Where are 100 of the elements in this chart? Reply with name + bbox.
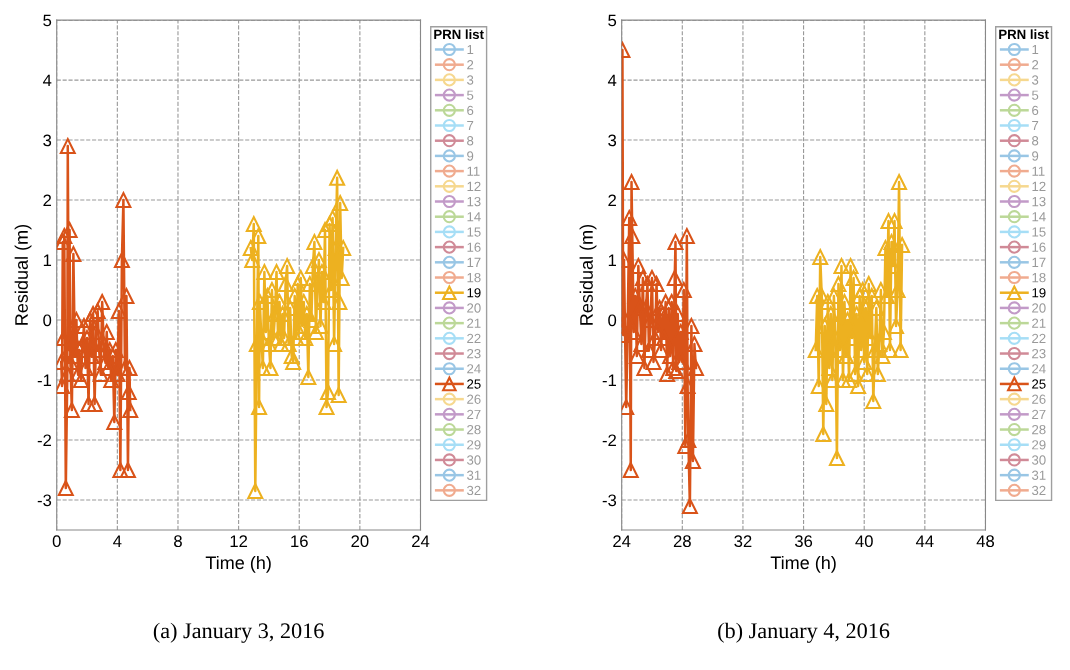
text: (b) January 4, 2016 bbox=[718, 622, 890, 643]
legend-label: 17 bbox=[467, 257, 481, 267]
legend-label: 6 bbox=[1032, 105, 1039, 116]
y-tick-label: 0 bbox=[608, 314, 617, 327]
x-tick-label: 8 bbox=[174, 535, 182, 548]
legend-label: 32 bbox=[1031, 485, 1046, 496]
x-axis-title: Time (h) bbox=[770, 555, 836, 573]
legend-label: 24 bbox=[1032, 364, 1046, 374]
y-tick-label: 4 bbox=[607, 74, 617, 87]
legend-label: 15 bbox=[467, 227, 481, 237]
x-tick-label: 36 bbox=[794, 535, 813, 548]
legend-label: 29 bbox=[1032, 440, 1046, 450]
x-tick-label: 40 bbox=[855, 535, 873, 548]
legend-label: 3 bbox=[1031, 75, 1039, 85]
legend-label: 19 bbox=[1032, 288, 1046, 298]
x-tick-label: 48 bbox=[976, 535, 995, 548]
legend-label: 13 bbox=[467, 196, 481, 207]
y-tick-label: 5 bbox=[608, 14, 617, 27]
legend-label: 31 bbox=[467, 470, 481, 480]
text: (a) January 3, 2016 bbox=[153, 622, 324, 643]
legend-label: 15 bbox=[1032, 227, 1046, 237]
legend-label: 31 bbox=[1031, 470, 1046, 480]
legend-label: 2 bbox=[467, 60, 474, 70]
y-tick-label: 2 bbox=[43, 194, 52, 207]
y-tick-label: 1 bbox=[608, 254, 616, 267]
legend-label: 29 bbox=[467, 440, 481, 450]
legend-label: 19 bbox=[467, 288, 481, 298]
legend-label: 26 bbox=[467, 394, 481, 404]
legend-label: 11 bbox=[467, 166, 480, 176]
y-tick-label: 3 bbox=[43, 134, 52, 147]
legend-label: 25 bbox=[467, 379, 481, 389]
legend-label: 20 bbox=[467, 303, 481, 313]
y-tick-label: -2 bbox=[37, 434, 52, 447]
x-tick-label: 20 bbox=[351, 535, 369, 548]
legend-label: 26 bbox=[1032, 394, 1046, 404]
legend-label: 6 bbox=[467, 105, 474, 116]
legend-title: PRN list bbox=[434, 29, 484, 40]
legend-label: 12 bbox=[1032, 181, 1046, 191]
x-tick-label: 32 bbox=[734, 535, 752, 548]
legend-label: 16 bbox=[1032, 242, 1046, 252]
y-tick-label: 4 bbox=[42, 74, 52, 87]
legend-label: 14 bbox=[467, 212, 481, 222]
y-tick-label: 3 bbox=[608, 134, 617, 147]
legend-label: 1 bbox=[467, 45, 474, 55]
legend-label: 11 bbox=[1032, 166, 1045, 176]
legend-label: 18 bbox=[467, 272, 481, 283]
legend-label: 28 bbox=[1032, 424, 1046, 435]
x-tick-label: 16 bbox=[291, 535, 308, 548]
y-tick-label: 1 bbox=[43, 254, 52, 267]
legend-label: 8 bbox=[467, 136, 474, 146]
legend-label: 21 bbox=[1032, 318, 1046, 328]
legend-label: 28 bbox=[467, 424, 481, 435]
y-tick-label: -1 bbox=[37, 374, 52, 387]
legend-label: 20 bbox=[1032, 303, 1046, 313]
x-axis-title: Time (h) bbox=[205, 555, 271, 573]
legend-label: 22 bbox=[1032, 333, 1046, 343]
legend-label: 2 bbox=[1032, 60, 1039, 70]
y-axis-title: Residual (m) bbox=[579, 224, 597, 325]
legend-label: 16 bbox=[467, 242, 481, 252]
y-axis-title: Residual (m) bbox=[14, 224, 32, 325]
x-tick-label: 44 bbox=[915, 535, 934, 547]
x-tick-label: 0 bbox=[52, 535, 61, 548]
legend-label: 9 bbox=[467, 151, 474, 161]
legend-label: 23 bbox=[467, 348, 481, 359]
legend-label: 27 bbox=[1032, 409, 1046, 419]
x-tick-label: 28 bbox=[673, 535, 691, 548]
legend-label: 18 bbox=[1032, 272, 1046, 283]
y-tick-label: 2 bbox=[608, 194, 616, 207]
y-tick-label: -3 bbox=[602, 494, 617, 507]
legend-label: 23 bbox=[1032, 348, 1046, 359]
legend-label: 13 bbox=[1032, 196, 1046, 207]
x-tick-label: 4 bbox=[113, 535, 122, 547]
legend-label: 5 bbox=[1032, 90, 1039, 100]
legend-label: 24 bbox=[467, 364, 481, 374]
legend-label: 22 bbox=[467, 333, 481, 343]
legend-title: PRN list bbox=[999, 29, 1049, 40]
y-tick-label: -1 bbox=[602, 374, 616, 387]
legend-label: 32 bbox=[467, 485, 481, 496]
x-tick-label: 24 bbox=[412, 535, 430, 547]
legend-label: 8 bbox=[1032, 136, 1039, 146]
legend-label: 30 bbox=[467, 455, 481, 465]
y-tick-label: 0 bbox=[43, 314, 52, 327]
x-tick-label: 12 bbox=[230, 535, 248, 547]
legend-label: 5 bbox=[467, 90, 474, 100]
legend-label: 7 bbox=[1032, 121, 1039, 131]
legend-label: 14 bbox=[1032, 212, 1046, 222]
legend-label: 7 bbox=[467, 121, 474, 131]
x-tick-label: 24 bbox=[613, 535, 631, 547]
y-tick-label: -3 bbox=[37, 494, 52, 507]
legend-label: 17 bbox=[1032, 257, 1046, 267]
y-tick-label: 5 bbox=[43, 14, 52, 27]
y-tick-label: -2 bbox=[602, 434, 616, 447]
legend-label: 21 bbox=[467, 318, 481, 328]
legend-label: 9 bbox=[1032, 151, 1039, 161]
legend-label: 25 bbox=[1032, 379, 1046, 389]
legend-label: 3 bbox=[467, 75, 474, 85]
legend-label: 1 bbox=[1032, 45, 1039, 55]
legend-label: 30 bbox=[1031, 455, 1046, 465]
legend-label: 12 bbox=[467, 181, 481, 191]
legend-label: 27 bbox=[467, 409, 481, 419]
